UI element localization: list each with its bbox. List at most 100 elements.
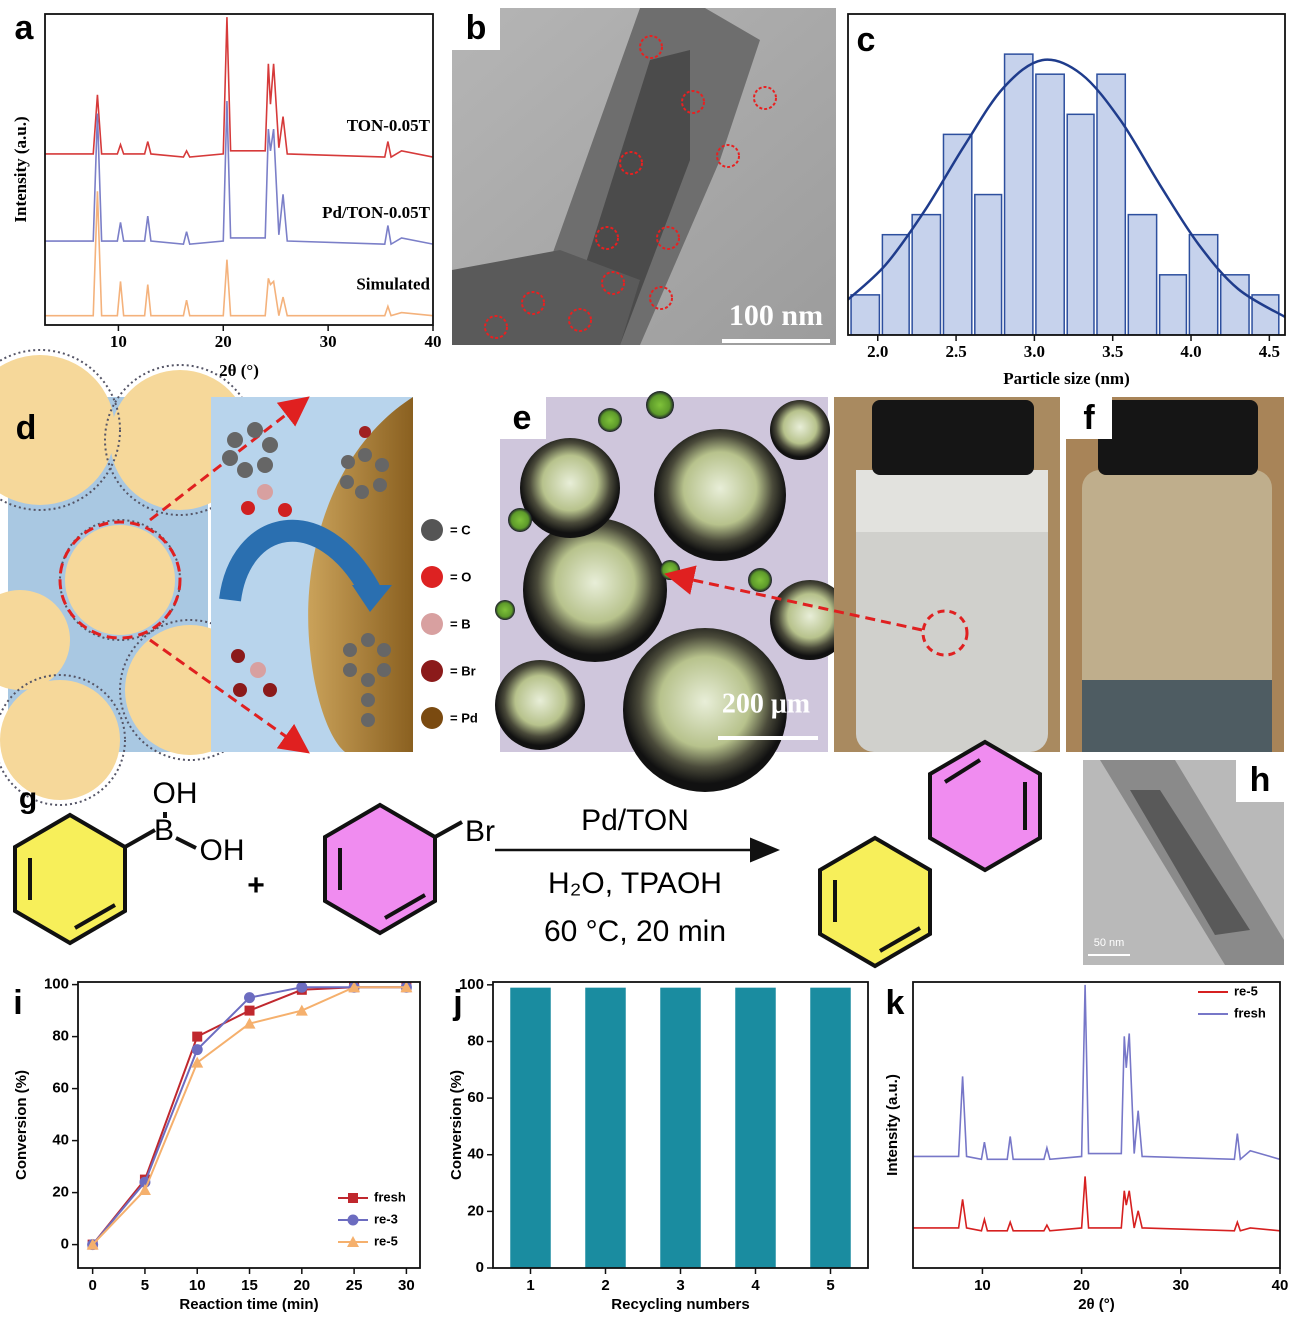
series-label: TON-0.05T	[347, 116, 431, 135]
x-tick-label: 25	[346, 1277, 363, 1294]
chart: 02040608010012345Recycling numbersConver…	[448, 976, 868, 1313]
panel-d: = C = O = B = Br = Pd d	[0, 350, 478, 805]
x-axis-title: 2θ (°)	[219, 361, 259, 380]
series-label: Pd/TON-0.05T	[322, 203, 431, 222]
y-tick-label: 0	[476, 1259, 484, 1276]
scheme-text: Br	[465, 815, 495, 848]
panel-label: f	[1083, 399, 1095, 437]
scale-label: 50 nm	[1094, 937, 1125, 949]
legend-text: = Pd	[450, 710, 478, 725]
plot-area	[913, 985, 1280, 1231]
series-line	[913, 985, 1280, 1159]
legend-text: = O	[450, 569, 471, 584]
x-axis-title: Recycling numbers	[611, 1296, 749, 1313]
bar	[943, 134, 971, 335]
x-axis-title: Reaction time (min)	[179, 1296, 318, 1313]
x-tick-label: 30	[1172, 1277, 1189, 1294]
panel-h: h 50 nm	[1083, 760, 1284, 965]
bar	[1221, 275, 1249, 335]
x-tick-label: 10	[974, 1277, 991, 1294]
x-tick-label: 3	[676, 1277, 684, 1294]
x-tick-label: 5	[141, 1277, 149, 1294]
bar	[1128, 215, 1156, 335]
plot-area	[846, 54, 1285, 335]
panel-label: i	[13, 984, 22, 1022]
y-tick-label: 40	[52, 1132, 69, 1149]
scheme-text: H₂O, TPAOH	[548, 867, 722, 900]
plot-area	[45, 17, 433, 316]
y-tick-label: 0	[61, 1236, 69, 1253]
bar	[851, 295, 879, 335]
marker	[192, 1032, 202, 1042]
x-tick-label: 20	[293, 1277, 310, 1294]
marker	[192, 1044, 203, 1055]
bar	[510, 988, 551, 1268]
y-tick-label: 100	[44, 976, 69, 993]
marker	[296, 982, 307, 993]
plot-area	[510, 988, 851, 1268]
x-tick-label: 10	[189, 1277, 206, 1294]
x-tick-label: 1	[526, 1277, 534, 1294]
series-line	[913, 1176, 1280, 1230]
plot-area	[87, 981, 413, 1250]
bar	[585, 988, 626, 1268]
figure: b 100 nm = C = O = B = Br = Pd d e 200 μ…	[0, 0, 1290, 1319]
x-tick-label: 30	[398, 1277, 415, 1294]
x-axis-title: Particle size (nm)	[1003, 369, 1130, 388]
x-tick-label: 5	[826, 1277, 834, 1294]
legend-marker	[348, 1193, 358, 1203]
y-tick-label: 60	[52, 1080, 69, 1097]
legend-label: fresh	[374, 1189, 406, 1204]
bar	[975, 195, 1002, 335]
marker	[296, 1005, 308, 1016]
bar	[1036, 74, 1064, 335]
x-tick-label: 0	[88, 1277, 96, 1294]
y-tick-label: 20	[467, 1202, 484, 1219]
x-tick-label: 30	[320, 332, 337, 351]
chart: 10203040re-5fresh2θ (°)Intensity (a.u.)k	[884, 982, 1288, 1313]
bar	[882, 235, 909, 335]
x-tick-label: 2.5	[945, 342, 966, 361]
legend-label: re-5	[1234, 983, 1258, 998]
panel-f: f	[1066, 397, 1284, 752]
bar	[1160, 275, 1187, 335]
cap	[1098, 400, 1258, 475]
panel-label: g	[19, 782, 37, 815]
x-tick-label: 4.5	[1259, 342, 1280, 361]
x-tick-label: 40	[425, 332, 442, 351]
series-line	[45, 17, 433, 157]
x-tick-label: 3.0	[1024, 342, 1045, 361]
scheme-text: Pd/TON	[581, 804, 689, 837]
scheme-text: OH	[200, 834, 245, 867]
y-tick-label: 40	[467, 1146, 484, 1163]
marker	[245, 1006, 255, 1016]
x-tick-label: 40	[1272, 1277, 1289, 1294]
y-tick-label: 60	[467, 1089, 484, 1106]
marker	[244, 992, 255, 1003]
bar	[660, 988, 701, 1268]
legend-marker	[348, 1215, 359, 1226]
series-label: Simulated	[356, 275, 430, 294]
bar	[912, 215, 940, 335]
x-tick-label: 15	[241, 1277, 258, 1294]
bar	[735, 988, 776, 1268]
cap	[872, 400, 1034, 475]
legend-label: re-5	[374, 1233, 398, 1248]
plot-frame	[913, 982, 1280, 1268]
bar	[1005, 54, 1033, 335]
legend-text: = Br	[450, 663, 476, 678]
y-tick-label: 80	[467, 1032, 484, 1049]
x-axis-title: 2θ (°)	[1078, 1296, 1115, 1313]
y-tick-label: 80	[52, 1028, 69, 1045]
panel-label: b	[466, 9, 487, 47]
y-axis-title: Conversion (%)	[448, 1070, 465, 1180]
panel-b: b 100 nm	[452, 8, 836, 345]
legend-text: = B	[450, 616, 471, 631]
scheme: g OH B OH + Br Pd/TON H₂O, TPAOH 60 °C, …	[15, 742, 1040, 966]
y-tick-label: 20	[52, 1184, 69, 1201]
x-tick-label: 3.5	[1102, 342, 1123, 361]
